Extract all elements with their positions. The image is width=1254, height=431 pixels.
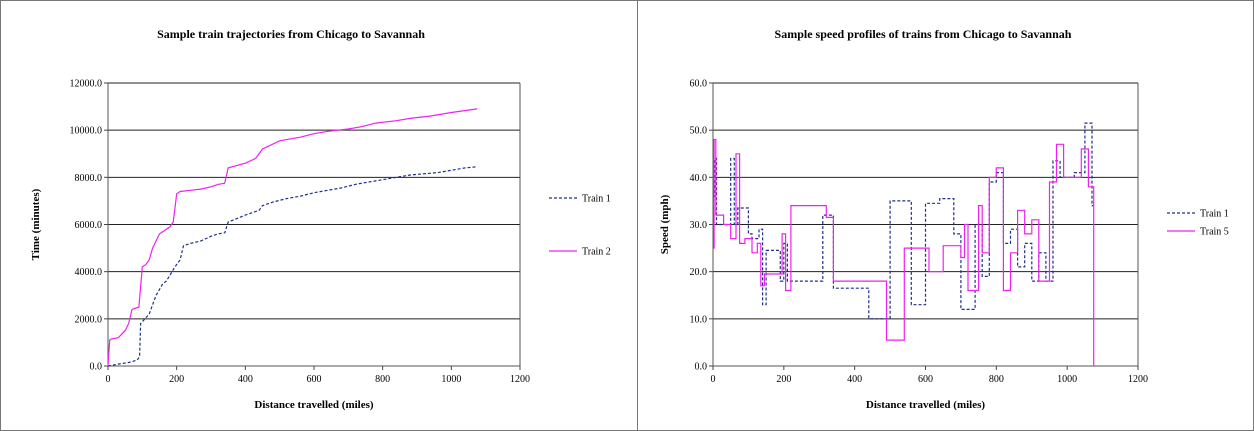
x-axis-label: Distance travelled (miles) [254, 399, 373, 411]
x-tick-label: 1000 [441, 374, 461, 385]
y-tick-label: 30.0 [690, 220, 708, 231]
x-tick-label: 0 [711, 374, 716, 385]
speed-series-train-5 [713, 140, 1094, 366]
speed-chart: Sample speed profiles of trains from Chi… [638, 1, 1253, 430]
chart-title: Sample speed profiles of trains from Chi… [775, 27, 1072, 41]
trajectory-chart: Sample train trajectories from Chicago t… [1, 1, 637, 430]
x-tick-label: 0 [106, 374, 111, 385]
y-axis-label: Speed (mph) [659, 194, 671, 254]
y-tick-label: 60.0 [690, 79, 708, 90]
y-tick-label: 0.0 [695, 362, 708, 373]
legend-label: Train 2 [582, 247, 611, 258]
y-tick-label: 10.0 [690, 314, 708, 325]
x-tick-label: 1200 [1128, 374, 1148, 385]
x-tick-label: 1000 [1057, 374, 1077, 385]
legend-label: Train 1 [1200, 209, 1229, 220]
x-axis-label: Distance travelled (miles) [866, 399, 985, 411]
legend-label: Train 5 [1200, 227, 1229, 238]
y-tick-label: 4000.0 [75, 267, 103, 278]
trajectory-series-train-1 [108, 167, 477, 366]
y-axis-label: Time (minutes) [30, 188, 42, 260]
y-tick-label: 0.0 [90, 362, 103, 373]
trajectory-series-train-2 [108, 109, 477, 366]
x-tick-label: 600 [918, 374, 933, 385]
y-tick-label: 8000.0 [75, 173, 103, 184]
x-tick-label: 200 [776, 374, 791, 385]
speed-series-train-1 [713, 123, 1094, 319]
trajectory-chart-panel: Sample train trajectories from Chicago t… [0, 0, 638, 431]
y-tick-label: 12000.0 [70, 79, 103, 90]
y-tick-label: 6000.0 [75, 220, 103, 231]
legend-label: Train 1 [582, 194, 611, 205]
x-tick-label: 600 [307, 374, 322, 385]
y-tick-label: 10000.0 [70, 126, 103, 137]
x-tick-label: 400 [238, 374, 253, 385]
x-tick-label: 800 [375, 374, 390, 385]
x-tick-label: 200 [169, 374, 184, 385]
x-tick-label: 400 [847, 374, 862, 385]
chart-title: Sample train trajectories from Chicago t… [157, 27, 425, 41]
y-tick-label: 20.0 [690, 267, 708, 278]
y-tick-label: 2000.0 [75, 314, 103, 325]
x-tick-label: 800 [989, 374, 1004, 385]
x-tick-label: 1200 [510, 374, 530, 385]
speed-chart-panel: Sample speed profiles of trains from Chi… [637, 0, 1254, 431]
y-tick-label: 50.0 [690, 126, 708, 137]
y-tick-label: 40.0 [690, 173, 708, 184]
